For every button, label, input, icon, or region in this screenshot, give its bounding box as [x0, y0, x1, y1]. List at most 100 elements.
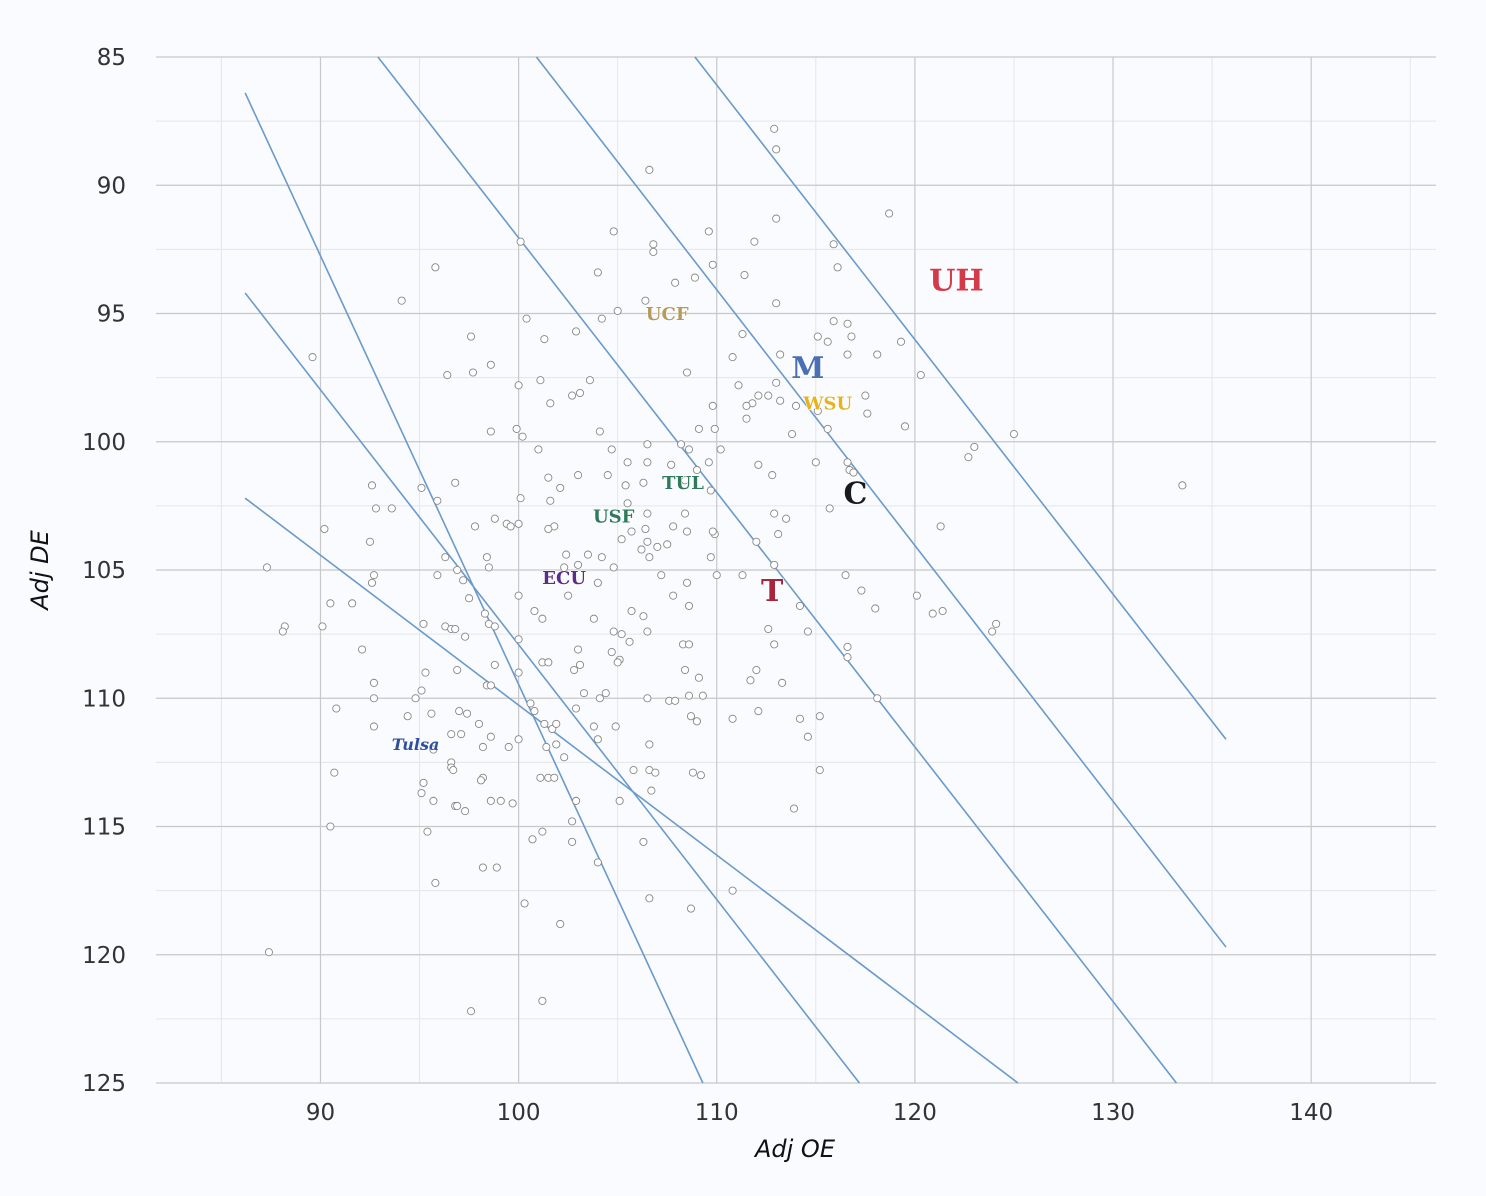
data-point	[365, 537, 375, 546]
data-point	[710, 424, 719, 433]
data-point	[387, 504, 396, 513]
data-point	[746, 676, 755, 685]
data-point	[461, 807, 470, 816]
data-point	[843, 319, 852, 328]
data-point	[490, 622, 499, 631]
data-point	[597, 314, 606, 323]
data-point	[538, 996, 547, 1005]
data-point	[704, 458, 713, 467]
data-point	[562, 550, 571, 559]
data-point	[463, 709, 472, 718]
data-point	[885, 209, 894, 218]
data-point	[843, 653, 852, 662]
data-point	[639, 612, 648, 621]
data-point	[550, 773, 559, 782]
data-point	[429, 796, 438, 805]
data-point	[795, 601, 805, 610]
data-point	[829, 240, 838, 249]
data-point	[684, 691, 694, 700]
data-point	[411, 694, 420, 703]
data-point	[262, 563, 272, 572]
data-point	[516, 237, 525, 246]
data-point	[609, 227, 618, 236]
data-point	[603, 471, 612, 480]
data-point	[486, 796, 495, 805]
data-point	[520, 899, 529, 908]
data-point	[680, 476, 690, 485]
data-point	[669, 522, 678, 531]
data-point	[988, 627, 997, 636]
data-point	[453, 565, 462, 575]
data-point	[478, 863, 487, 872]
data-point	[544, 658, 553, 667]
data-point	[754, 391, 763, 400]
data-point	[770, 640, 779, 649]
data-point	[466, 332, 476, 341]
y-tick-label: 105	[82, 558, 126, 584]
data-point	[441, 553, 450, 562]
data-point	[782, 514, 791, 523]
data-point	[833, 263, 842, 272]
data-point	[680, 509, 690, 518]
data-point	[770, 560, 779, 569]
data-point	[320, 524, 329, 534]
data-point	[572, 704, 581, 713]
data-point	[617, 630, 626, 639]
data-point	[671, 278, 680, 287]
data-point	[417, 789, 426, 798]
y-tick-label: 90	[97, 173, 126, 199]
data-point	[579, 689, 589, 698]
data-point	[692, 717, 701, 726]
data-point	[938, 606, 947, 616]
data-point	[680, 665, 690, 675]
data-point	[803, 732, 812, 741]
data-point	[560, 753, 569, 762]
data-point	[461, 632, 470, 641]
data-point	[643, 627, 652, 636]
data-point	[421, 668, 430, 677]
data-point	[459, 576, 468, 585]
data-point	[861, 391, 870, 400]
data-point	[653, 542, 662, 551]
data-point	[770, 509, 779, 518]
data-point	[728, 353, 737, 362]
data-point	[482, 553, 491, 562]
data-point	[496, 796, 505, 805]
data-point	[688, 768, 698, 777]
y-tick-label: 110	[82, 686, 126, 712]
y-tick-label: 85	[97, 45, 126, 71]
data-point	[825, 504, 834, 513]
data-point	[568, 391, 577, 400]
data-point	[829, 317, 838, 326]
data-point	[468, 368, 478, 377]
y-tick-label: 100	[82, 430, 126, 456]
data-point	[504, 742, 513, 752]
team-logo-label: T	[761, 574, 784, 609]
x-tick-label: 90	[306, 1100, 335, 1126]
data-point	[451, 478, 460, 487]
data-point	[358, 645, 367, 654]
data-point	[433, 571, 442, 580]
data-point	[815, 766, 824, 775]
team-logo-wsu: WSU	[802, 393, 853, 415]
x-tick-label: 100	[497, 1100, 541, 1126]
data-point	[1009, 430, 1019, 439]
data-point	[583, 550, 593, 559]
data-point	[728, 714, 737, 723]
data-point	[841, 571, 850, 580]
data-point	[572, 796, 581, 805]
data-point	[643, 509, 652, 518]
data-point	[484, 563, 493, 572]
data-point	[791, 401, 801, 410]
data-point	[506, 522, 515, 531]
data-point	[480, 609, 489, 618]
data-point	[556, 919, 565, 929]
data-point	[607, 445, 616, 454]
data-point	[514, 635, 523, 644]
data-point	[641, 524, 650, 534]
data-point	[900, 422, 910, 431]
data-point	[750, 237, 759, 246]
x-tick-label: 130	[1091, 1100, 1135, 1126]
team-logo-label: Tulsa	[392, 735, 440, 754]
data-point	[573, 471, 583, 480]
